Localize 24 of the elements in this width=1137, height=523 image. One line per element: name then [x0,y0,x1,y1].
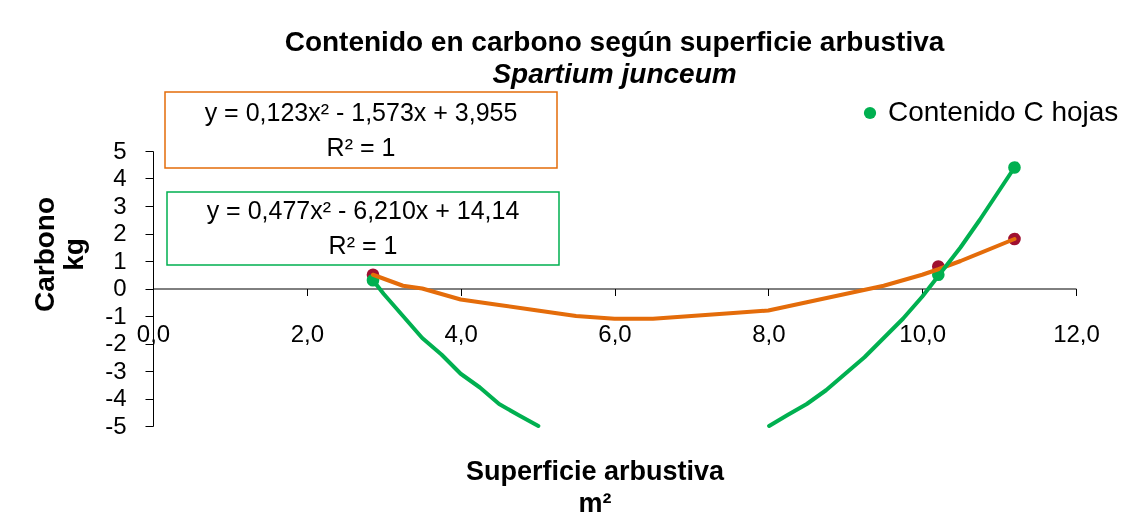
x-axis-title: Superficie arbustiva m² [465,455,726,518]
x-tick-label: 10,0 [899,320,947,347]
y-axis-title: Carbono kg [28,196,89,313]
y-tick-label: -3 [105,356,127,384]
x-tick-label: 4,0 [444,320,478,347]
y-tick-label: -1 [105,301,127,329]
legend-label: Contenido C hojas [888,96,1119,127]
y-tick-label: -5 [105,411,127,439]
x-tick-label: 6,0 [598,320,632,347]
y-tick-label: 2 [113,219,127,246]
y-tick-label: -2 [105,329,127,356]
chart-title: Contenido en carbono según superficie arbustiva [284,26,945,58]
y-tick-label: 3 [113,191,127,219]
y-tick-label: 1 [113,246,127,274]
x-tick-label: 2,0 [290,320,325,347]
y-tick-label: 5 [113,136,127,164]
chart-subtitle: Spartium junceum [492,58,737,90]
x-tick-label: 8,0 [752,320,786,347]
y-tick-label: -4 [105,384,127,411]
y-tick-label: 4 [113,164,127,191]
annotation: y = 0,123x² - 1,573x + 3,955 R² = 1 [204,97,518,161]
x-tick-label: 12,0 [1053,320,1100,347]
annotation: y = 0,477x² - 6,210x + 14,14 R² = 1 [206,196,520,259]
y-tick-label: 0 [113,274,127,301]
